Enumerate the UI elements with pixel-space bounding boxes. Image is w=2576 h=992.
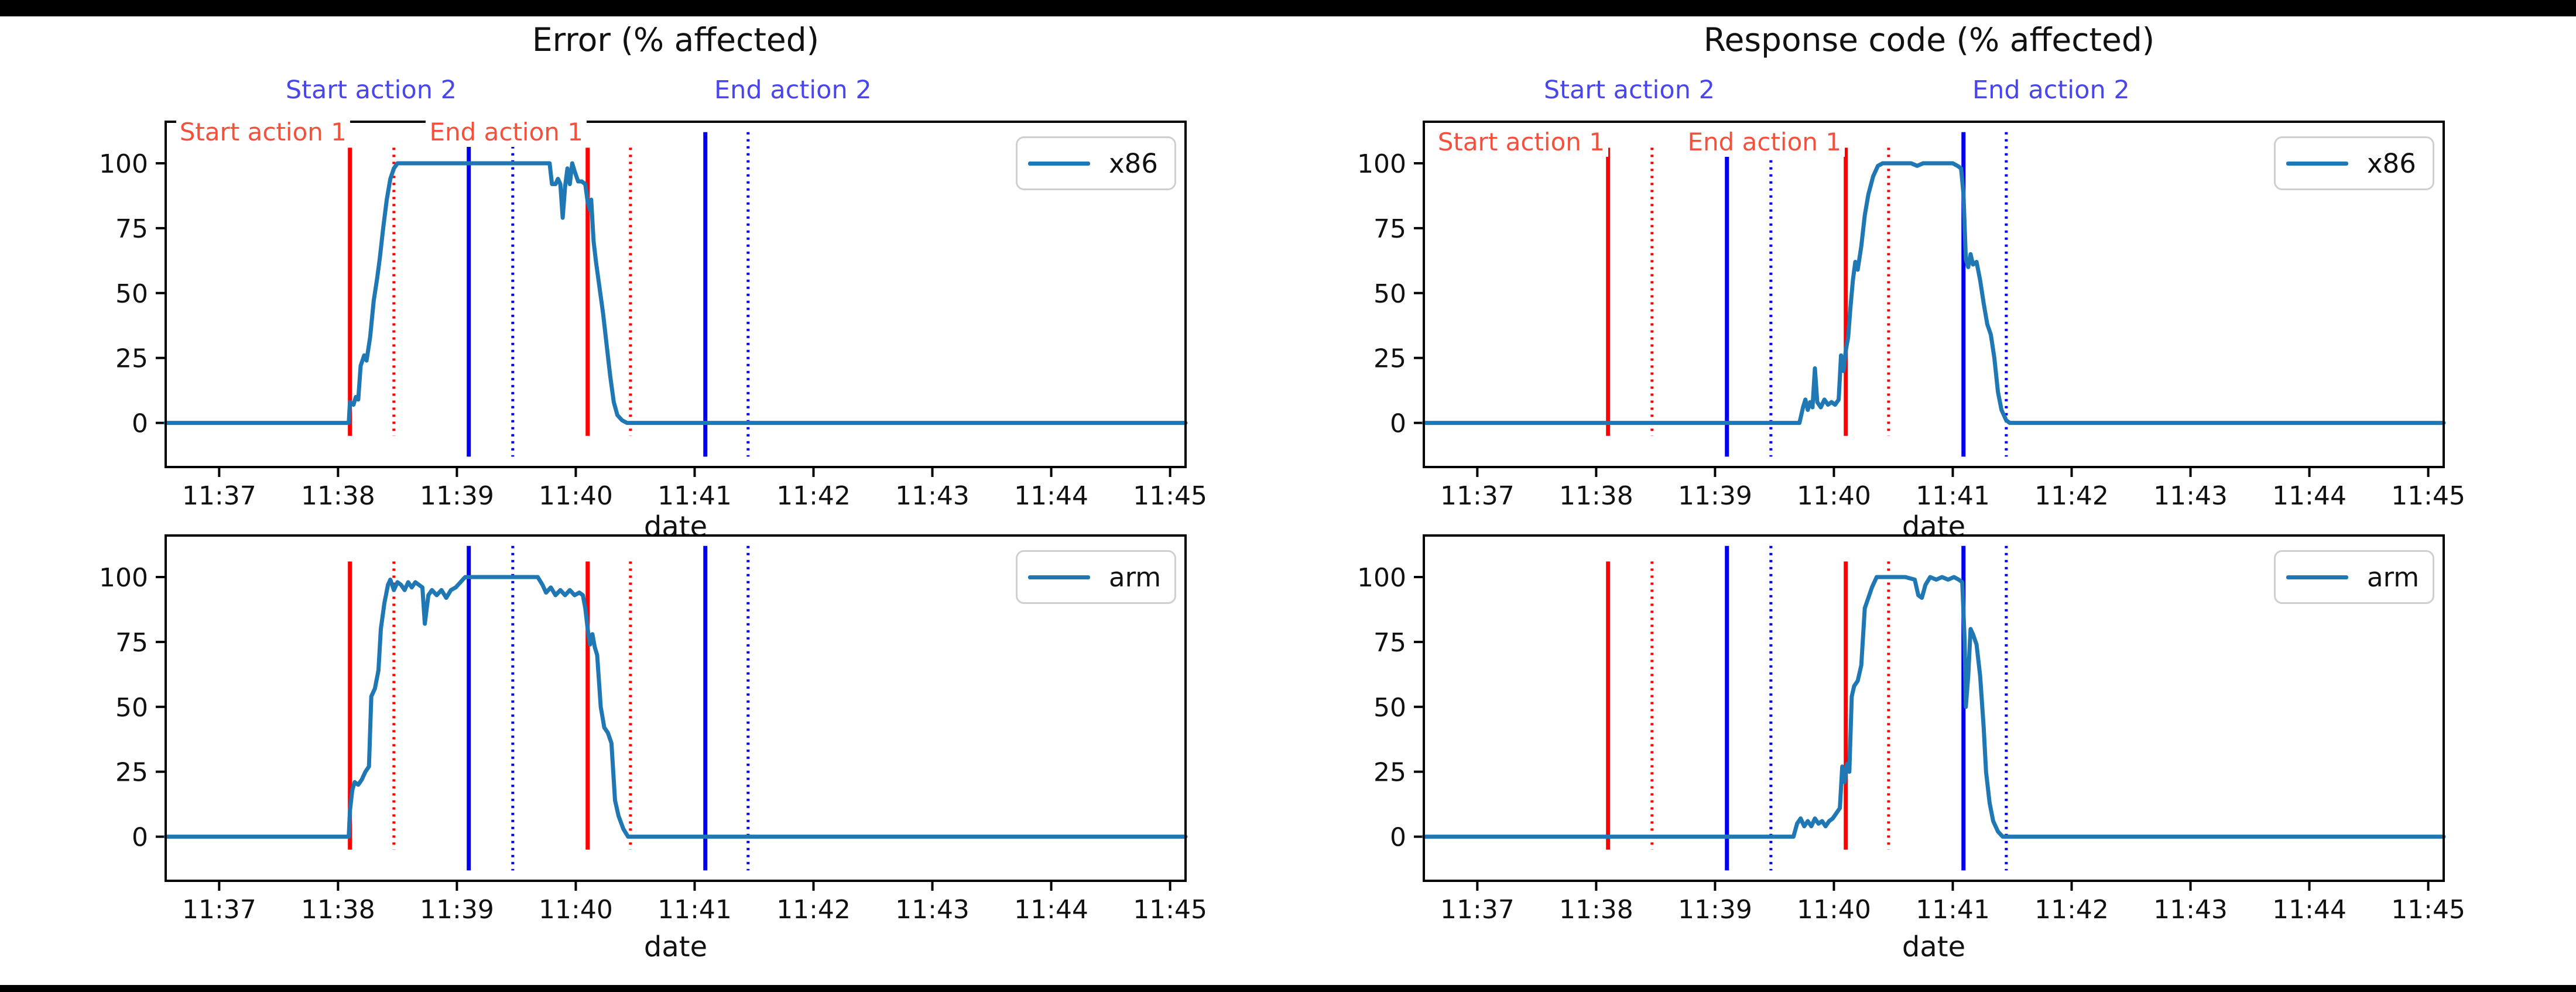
y-tick-label: 25 <box>115 344 148 374</box>
x-tick-label: 11:41 <box>1916 895 1990 925</box>
x-tick-label: 11:41 <box>1916 481 1990 511</box>
legend-line-sample <box>1028 161 1090 166</box>
series-line-x86 <box>163 161 1188 425</box>
y-tick-label: 100 <box>1357 149 1406 179</box>
x-tick-label: 11:39 <box>1678 895 1752 925</box>
axes-background <box>1424 122 2444 467</box>
chart-title-response-code: Response code (% affected) <box>1703 21 2155 59</box>
x-tick-label: 11:42 <box>2034 481 2109 511</box>
chart-title-error: Error (% affected) <box>532 21 820 59</box>
xaxis-label-date: date <box>1902 931 1966 963</box>
x-tick-label: 11:43 <box>895 895 970 925</box>
y-tick-label: 50 <box>115 693 148 723</box>
x-tick-label: 11:42 <box>776 481 851 511</box>
axes-background <box>1424 536 2444 881</box>
bottom-frame-bar <box>0 985 2576 992</box>
x-tick-label: 11:45 <box>2391 481 2465 511</box>
x-tick-label: 11:43 <box>895 481 970 511</box>
series-line-arm <box>1421 575 2446 839</box>
x-tick-label: 11:42 <box>776 895 851 925</box>
annotation-start-action-1: Start action 1 <box>176 118 350 147</box>
legend-x86: x86 <box>1016 136 1176 190</box>
annotation-end-action-2: End action 2 <box>714 75 872 105</box>
annotation-end-action-1: End action 1 <box>426 118 587 147</box>
xaxis-label-date: date <box>643 931 708 963</box>
legend-label: x86 <box>1109 147 1158 179</box>
legend-label: arm <box>2367 561 2420 593</box>
x-tick-label: 11:43 <box>2153 895 2228 925</box>
x-tick-label: 11:44 <box>2272 895 2347 925</box>
x-tick-label: 11:41 <box>657 481 732 511</box>
y-tick-label: 75 <box>115 628 148 658</box>
y-tick-label: 75 <box>115 214 148 244</box>
legend-x86: x86 <box>2274 136 2434 190</box>
y-tick-label: 0 <box>1390 409 1406 439</box>
x-tick-label: 11:38 <box>301 895 375 925</box>
legend-arm: arm <box>2274 550 2434 604</box>
x-tick-label: 11:40 <box>1797 481 1871 511</box>
x-tick-label: 11:37 <box>182 895 256 925</box>
y-tick-label: 25 <box>1373 344 1406 374</box>
x-tick-label: 11:45 <box>1133 481 1207 511</box>
annotation-start-action-2: Start action 2 <box>285 75 457 105</box>
y-tick-label: 50 <box>115 279 148 309</box>
x-tick-label: 11:39 <box>420 895 494 925</box>
annotation-end-action-2: End action 2 <box>1972 75 2130 105</box>
annotation-end-action-1: End action 1 <box>1684 128 1845 157</box>
annotation-start-action-1: Start action 1 <box>1434 128 1608 157</box>
x-tick-label: 11:40 <box>539 895 613 925</box>
legend-line-sample <box>2286 575 2348 579</box>
x-tick-label: 11:37 <box>182 481 256 511</box>
x-tick-label: 11:37 <box>1440 481 1515 511</box>
x-tick-label: 11:40 <box>1797 895 1871 925</box>
legend-label: arm <box>1109 561 1162 593</box>
y-tick-label: 50 <box>1373 693 1406 723</box>
axes-background <box>166 122 1186 467</box>
y-tick-label: 100 <box>99 149 148 179</box>
axes-spines <box>165 534 1187 882</box>
y-tick-label: 75 <box>1373 628 1406 658</box>
axes-spines <box>165 121 1187 468</box>
y-tick-label: 0 <box>132 823 148 853</box>
y-tick-label: 75 <box>1373 214 1406 244</box>
series-line-x86 <box>1421 161 2446 425</box>
axes-spines <box>1423 121 2445 468</box>
x-tick-label: 11:41 <box>657 895 732 925</box>
y-tick-label: 0 <box>1390 823 1406 853</box>
axes-background <box>166 536 1186 881</box>
x-tick-label: 11:44 <box>1014 481 1088 511</box>
y-tick-label: 25 <box>115 758 148 788</box>
y-tick-label: 100 <box>1357 563 1406 593</box>
x-tick-label: 11:45 <box>2391 895 2465 925</box>
y-tick-label: 50 <box>1373 279 1406 309</box>
x-tick-label: 11:38 <box>301 481 375 511</box>
x-tick-label: 11:42 <box>2034 895 2109 925</box>
y-tick-label: 100 <box>99 563 148 593</box>
x-tick-label: 11:37 <box>1440 895 1515 925</box>
legend-line-sample <box>1028 575 1090 579</box>
x-tick-label: 11:39 <box>1678 481 1752 511</box>
x-tick-label: 11:38 <box>1559 895 1633 925</box>
x-tick-label: 11:40 <box>539 481 613 511</box>
legend-line-sample <box>2286 161 2348 166</box>
series-line-arm <box>163 575 1188 839</box>
legend-label: x86 <box>2367 147 2416 179</box>
x-tick-label: 11:45 <box>1133 895 1207 925</box>
y-tick-label: 0 <box>132 409 148 439</box>
x-tick-label: 11:43 <box>2153 481 2228 511</box>
axes-spines <box>1423 534 2445 882</box>
x-tick-label: 11:39 <box>420 481 494 511</box>
y-tick-label: 25 <box>1373 758 1406 788</box>
legend-arm: arm <box>1016 550 1176 604</box>
x-tick-label: 11:44 <box>1014 895 1088 925</box>
x-tick-label: 11:44 <box>2272 481 2347 511</box>
annotation-start-action-2: Start action 2 <box>1543 75 1715 105</box>
x-tick-label: 11:38 <box>1559 481 1633 511</box>
top-frame-bar <box>0 0 2576 16</box>
